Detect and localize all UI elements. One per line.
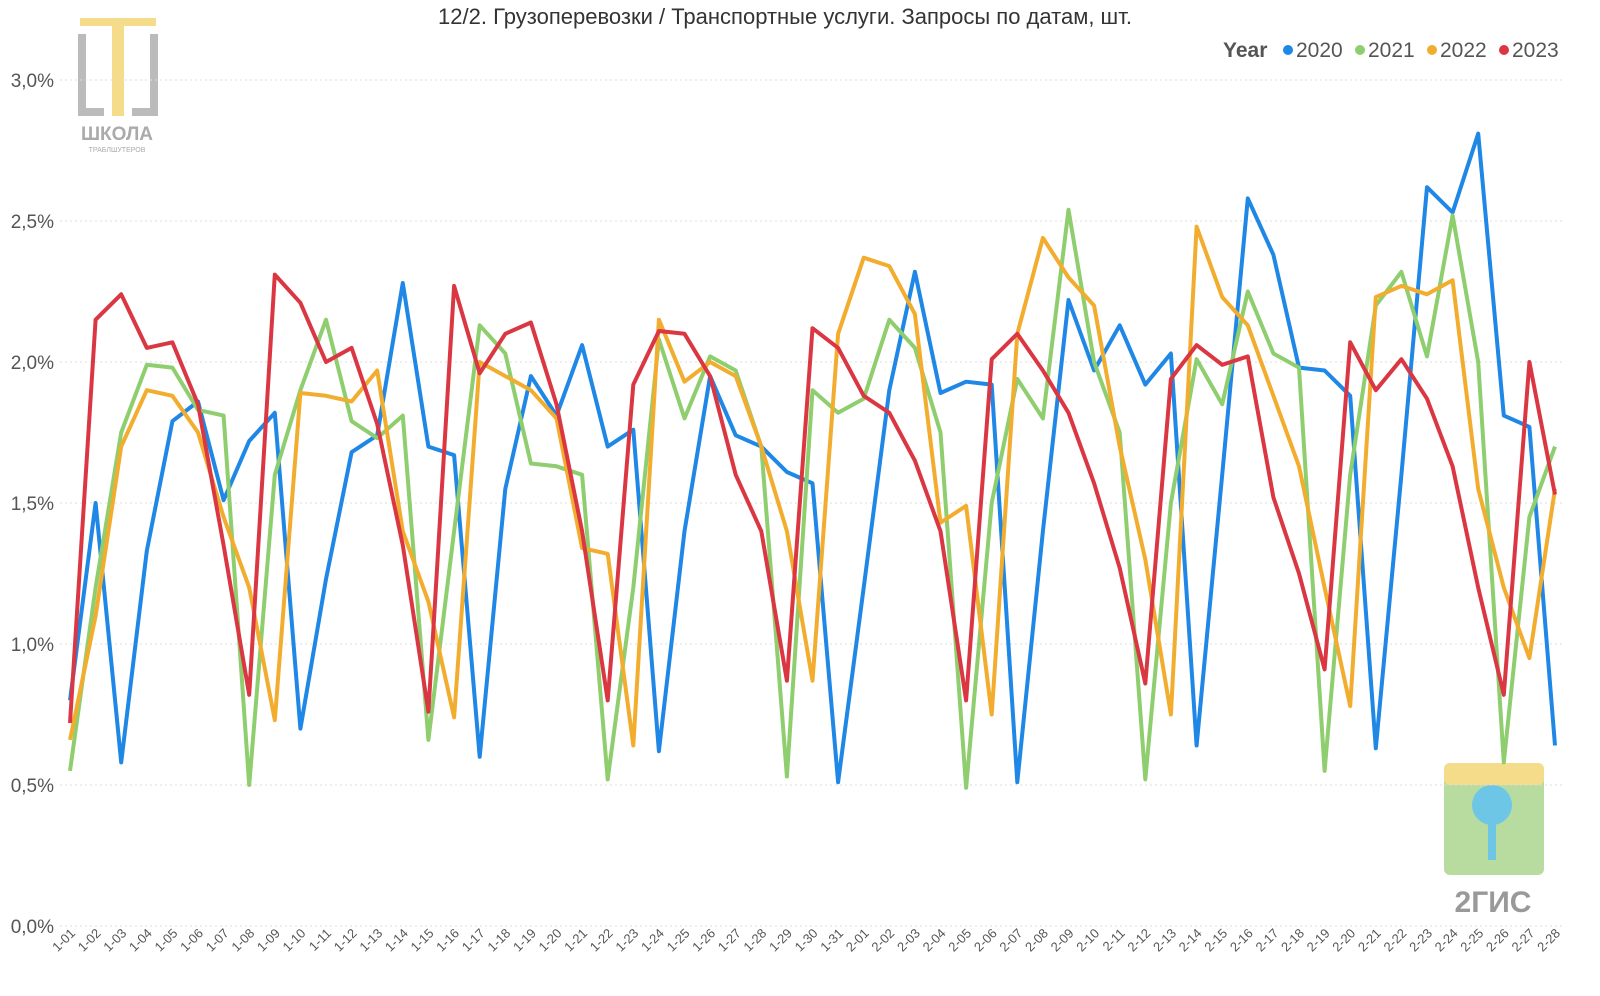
legend-title: Year: [1223, 39, 1267, 62]
y-tick-label: 0,5%: [11, 776, 54, 797]
x-tick-label: 2-05: [945, 926, 974, 955]
x-tick-label: 2-11: [1100, 926, 1128, 954]
x-tick-label: 1-25: [664, 926, 693, 955]
x-tick-label: 2-04: [920, 926, 949, 955]
logo-shape: [1444, 763, 1544, 785]
logo-shape: [80, 18, 156, 26]
y-tick-label: 3,0%: [11, 71, 54, 92]
x-tick-label: 1-19: [510, 926, 539, 955]
x-tick-label: 2-20: [1329, 926, 1358, 955]
x-tick-label: 1-24: [638, 926, 667, 955]
logo-shape: [1488, 820, 1496, 860]
x-tick-label: 2-23: [1406, 926, 1435, 955]
x-tick-label: 2-14: [1176, 926, 1205, 955]
logo-shape: [112, 26, 124, 116]
x-tick-label: 2-28: [1534, 926, 1563, 955]
x-tick-label: 1-05: [152, 926, 181, 955]
x-tick-label: 2-12: [1124, 926, 1153, 955]
x-tick-label: 1-02: [75, 926, 104, 955]
legend-marker: [1427, 45, 1437, 55]
x-tick-label: 2-09: [1048, 926, 1077, 955]
legend-label: 2022: [1440, 39, 1487, 62]
x-tick-label: 2-25: [1457, 926, 1486, 955]
x-tick-label: 1-17: [459, 926, 488, 955]
x-tick-label: 2-21: [1355, 926, 1384, 955]
legend: Year 2020 2021 2022 2023: [1223, 39, 1559, 62]
legend-marker: [1499, 45, 1509, 55]
x-tick-label: 2-02: [868, 926, 897, 955]
x-tick-label: 1-09: [254, 926, 283, 955]
x-tick-label: 1-08: [228, 926, 257, 955]
x-tick-label: 1-31: [817, 926, 846, 955]
x-tick-label: 2-03: [894, 926, 923, 955]
x-tick-label: 2-19: [1304, 926, 1333, 955]
x-tick-label: 1-29: [766, 926, 795, 955]
x-tick-label: 2-22: [1380, 926, 1409, 955]
x-tick-label: 1-21: [561, 926, 590, 955]
x-tick-label: 1-28: [740, 926, 769, 955]
x-tick-label: 1-06: [177, 926, 206, 955]
x-tick-label: 2-27: [1509, 926, 1538, 955]
school-logo: ШКОЛА ТРАБЛШУТЕРОВ: [78, 18, 158, 154]
x-tick-label: 1-23: [612, 926, 641, 955]
legend-marker: [1283, 45, 1293, 55]
y-tick-label: 1,0%: [11, 635, 54, 656]
logo-shape: [78, 34, 158, 116]
logo-text: 2ГИС: [1455, 886, 1532, 919]
x-tick-label: 2-10: [1073, 926, 1102, 955]
x-tick-label: 1-04: [126, 926, 155, 955]
y-tick-label: 1,5%: [11, 494, 54, 515]
logo-shape: [1472, 785, 1512, 825]
x-tick-label: 1-30: [792, 926, 821, 955]
x-tick-label: 2-06: [971, 926, 1000, 955]
x-tick-label: 2-13: [1150, 926, 1179, 955]
x-tick-label: 2-26: [1483, 926, 1512, 955]
x-tick-label: 1-07: [203, 926, 232, 955]
x-tick-label: 2-08: [1022, 926, 1051, 955]
x-tick-label: 2-17: [1252, 926, 1281, 955]
x-tick-label: 1-15: [408, 926, 437, 955]
x-tick-label: 1-14: [382, 926, 411, 955]
x-tick-label: 2-15: [1201, 926, 1230, 955]
x-tick-label: 2-07: [996, 926, 1025, 955]
x-tick-label: 2-16: [1227, 926, 1256, 955]
y-tick-label: 0,0%: [11, 917, 54, 938]
x-tick-label: 1-11: [306, 926, 334, 954]
logo-subtext: ТРАБЛШУТЕРОВ: [89, 147, 146, 154]
x-tick-label: 2-24: [1432, 926, 1461, 955]
x-tick-label: 2-18: [1278, 926, 1307, 955]
x-tick-label: 1-20: [536, 926, 565, 955]
x-tick-label: 1-22: [587, 926, 616, 955]
line: [68, 272, 1557, 724]
x-tick-label: 1-16: [433, 926, 462, 955]
y-tick-label: 2,0%: [11, 353, 54, 374]
line: [68, 131, 1557, 785]
brand-logo: 2ГИС: [1444, 763, 1544, 919]
x-tick-label: 2-01: [843, 926, 872, 955]
legend-label: 2021: [1368, 39, 1415, 62]
x-tick-label: 1-10: [280, 926, 309, 955]
x-tick-label: 1-12: [331, 926, 360, 955]
chart-title: 12/2. Грузоперевозки / Транспортные услу…: [438, 4, 1132, 29]
x-tick-label: 1-26: [689, 926, 718, 955]
legend-marker: [1355, 45, 1365, 55]
x-tick-label: 1-13: [356, 926, 385, 955]
x-tick-label: 1-03: [100, 926, 129, 955]
y-tick-label: 2,5%: [11, 212, 54, 233]
legend-label: 2023: [1512, 39, 1559, 62]
logo-text: ШКОЛА: [81, 124, 153, 145]
x-tick-label: 1-27: [715, 926, 744, 955]
legend-label: 2020: [1296, 39, 1343, 62]
line: [68, 224, 1557, 748]
x-tick-label: 1-18: [484, 926, 513, 955]
